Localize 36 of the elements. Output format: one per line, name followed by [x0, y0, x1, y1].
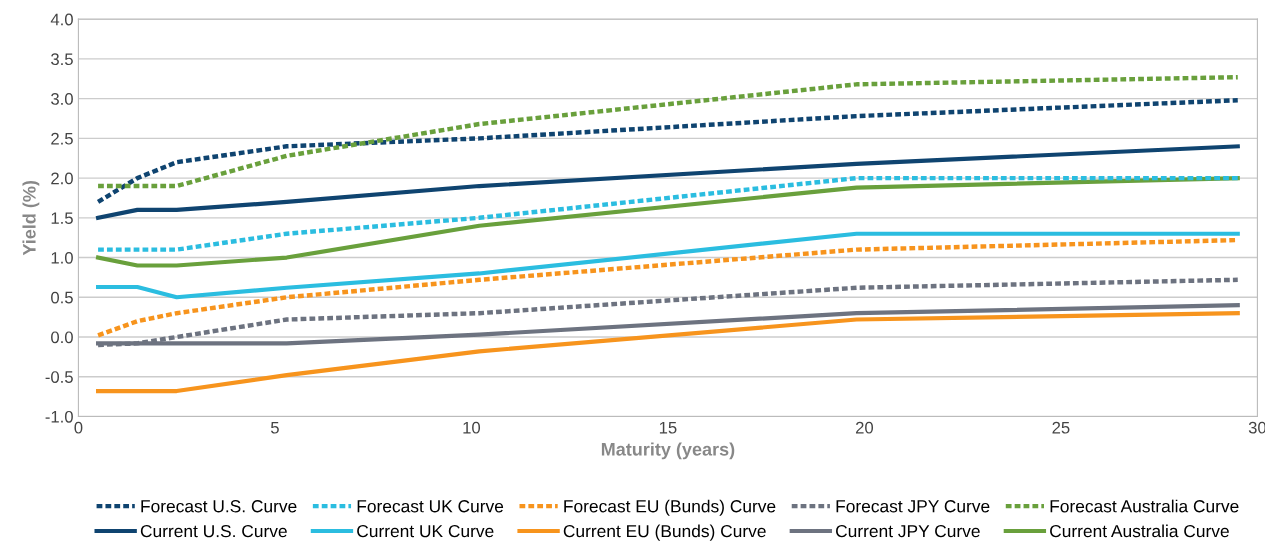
legend-label: Forecast UK Curve — [357, 500, 504, 513]
legend-label: Current UK Curve — [357, 524, 494, 538]
x-axis-title: Maturity (years) — [601, 442, 735, 460]
x-tick-label: 0 — [74, 421, 83, 434]
line-series — [95, 176, 1240, 268]
x-tick-label: 10 — [463, 421, 481, 434]
x-tick-label: 15 — [659, 421, 677, 434]
legend-label: Forecast Australia Curve — [1050, 499, 1239, 513]
line-series — [95, 311, 1240, 394]
legend-label: Current EU (Bunds) Curve — [563, 524, 766, 541]
legend-label: Forecast U.S. Curve — [141, 500, 297, 513]
line-series — [95, 74, 1240, 189]
y-tick-label: 0.5 — [51, 291, 73, 304]
x-tick-label: 5 — [270, 421, 279, 434]
line-series — [95, 175, 1240, 252]
legend-label: Current Australia Curve — [1050, 524, 1229, 538]
x-tick-label: 20 — [855, 421, 874, 434]
y-tick-label: 1.0 — [51, 251, 73, 264]
legend-label: Current U.S. Curve — [140, 524, 287, 538]
line-series — [95, 144, 1240, 220]
y-tick-label: 0.0 — [51, 331, 73, 344]
y-tick-label: 2.5 — [51, 132, 73, 145]
legend-label: Current JPY Curve — [836, 524, 980, 538]
y-tick-label: -0.5 — [45, 371, 73, 383]
legend-label: Forecast JPY Curve — [836, 500, 990, 513]
y-tick-label: 1.5 — [51, 212, 73, 225]
line-series — [95, 231, 1240, 300]
y-tick-label: 4.0 — [50, 13, 73, 26]
x-tick-label: 25 — [1052, 421, 1070, 434]
y-tick-label: 2.0 — [51, 172, 73, 185]
legend-label: Forecast EU (Bunds) Curve — [564, 499, 776, 516]
y-axis-title: Yield (%) — [22, 180, 40, 256]
y-tick-label: 3.0 — [51, 93, 73, 105]
y-tick-label: 3.5 — [51, 53, 73, 66]
y-tick-label: -1.0 — [45, 410, 73, 423]
line-series — [95, 98, 1240, 205]
